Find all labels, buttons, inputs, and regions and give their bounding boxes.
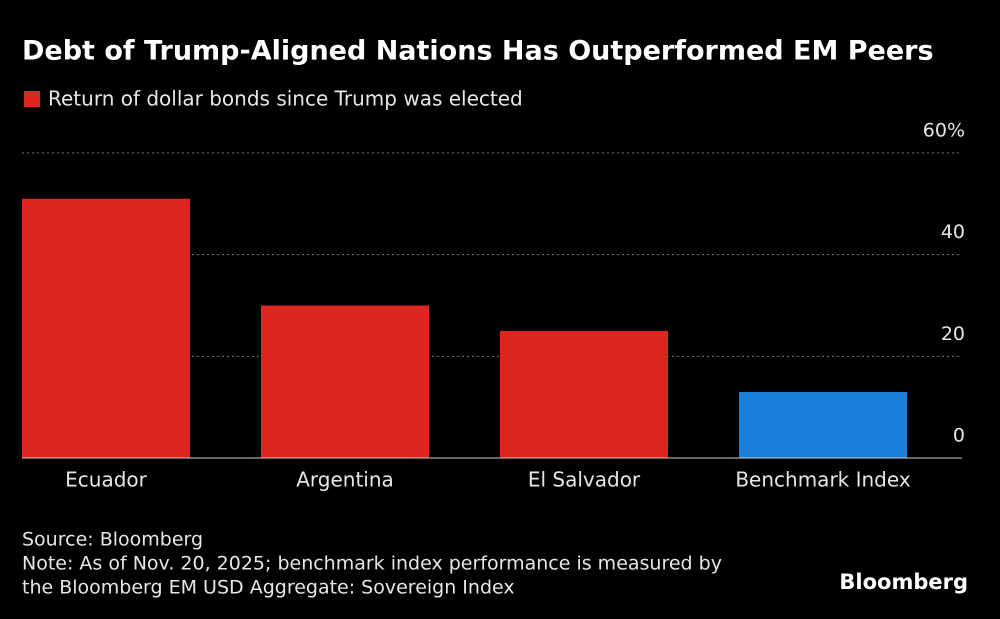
y-tick-label: 40 bbox=[941, 221, 965, 243]
note: Note: As of Nov. 20, 2025; benchmark ind… bbox=[22, 553, 722, 575]
bar bbox=[739, 391, 907, 458]
x-tick-label: Benchmark Index bbox=[735, 468, 910, 492]
x-tick-label: Argentina bbox=[296, 468, 394, 492]
legend-label: Return of dollar bonds since Trump was e… bbox=[48, 87, 523, 111]
bar bbox=[22, 198, 190, 458]
y-tick-label: 60% bbox=[923, 120, 965, 142]
y-tick-label: 20 bbox=[941, 323, 965, 345]
x-tick-label: El Salvador bbox=[528, 468, 641, 492]
bar bbox=[261, 305, 429, 458]
legend-swatch bbox=[24, 91, 40, 107]
source: Source: Bloomberg bbox=[22, 529, 203, 551]
note: the Bloomberg EM USD Aggregate: Sovereig… bbox=[22, 577, 515, 599]
bar bbox=[500, 330, 668, 458]
x-tick-label: Ecuador bbox=[65, 468, 147, 492]
brand-logo: Bloomberg bbox=[839, 570, 968, 594]
y-tick-label: 0 bbox=[953, 425, 965, 447]
chart-title: Debt of Trump-Aligned Nations Has Outper… bbox=[22, 36, 934, 67]
